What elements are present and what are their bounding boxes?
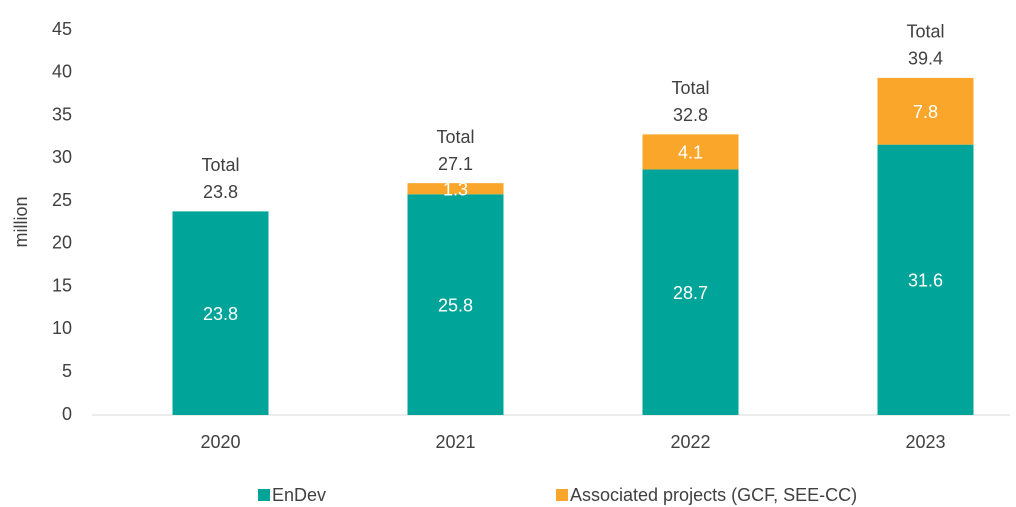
y-tick-label: 45 <box>52 19 72 39</box>
total-value: 23.8 <box>203 182 238 202</box>
y-tick-label: 40 <box>52 62 72 82</box>
x-tick-label: 2022 <box>670 432 710 452</box>
total-label: Total <box>436 127 474 147</box>
bar-segment <box>877 77 974 145</box>
value-label: 31.6 <box>908 271 943 291</box>
bar-segment <box>642 169 739 415</box>
total-label: Total <box>906 22 944 42</box>
x-tick-label: 2020 <box>200 432 240 452</box>
bar-segment <box>172 211 269 415</box>
value-label: 1.3 <box>443 179 468 199</box>
x-tick-label: 2023 <box>905 432 945 452</box>
y-tick-label: 0 <box>62 404 72 424</box>
y-tick-label: 30 <box>52 147 72 167</box>
y-axis-label: million <box>11 196 31 247</box>
y-tick-label: 15 <box>52 275 72 295</box>
legend-label: Associated projects (GCF, SEE-CC) <box>570 485 857 505</box>
y-tick-label: 25 <box>52 190 72 210</box>
y-tick-label: 10 <box>52 318 72 338</box>
value-label: 23.8 <box>203 304 238 324</box>
value-label: 25.8 <box>438 295 473 315</box>
legend-swatch <box>258 489 270 501</box>
total-label: Total <box>671 78 709 98</box>
total-value: 27.1 <box>438 154 473 174</box>
total-value: 32.8 <box>673 105 708 125</box>
value-label: 7.8 <box>913 102 938 122</box>
bar-segment <box>407 194 504 415</box>
bar-segment <box>877 144 974 415</box>
value-label: 4.1 <box>678 143 703 163</box>
total-value: 39.4 <box>908 49 943 69</box>
y-tick-label: 5 <box>62 361 72 381</box>
legend-label: EnDev <box>272 485 326 505</box>
y-tick-label: 35 <box>52 104 72 124</box>
x-tick-label: 2021 <box>435 432 475 452</box>
bar-segment <box>407 183 504 195</box>
value-label: 28.7 <box>673 283 708 303</box>
legend-swatch <box>556 489 568 501</box>
bar-segment <box>642 134 739 170</box>
total-label: Total <box>201 155 239 175</box>
y-tick-label: 20 <box>52 233 72 253</box>
